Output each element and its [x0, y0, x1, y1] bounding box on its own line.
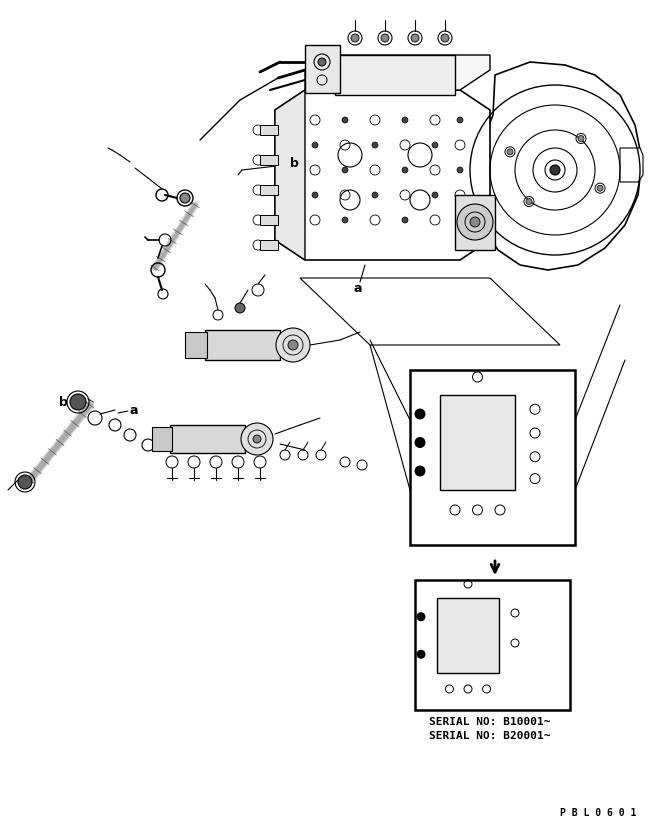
Circle shape	[253, 435, 261, 443]
Circle shape	[276, 328, 310, 362]
Circle shape	[288, 340, 298, 350]
Circle shape	[351, 34, 359, 42]
Circle shape	[402, 167, 408, 173]
Text: b: b	[290, 156, 299, 169]
Polygon shape	[620, 148, 643, 182]
Text: a: a	[354, 281, 362, 294]
Circle shape	[70, 394, 86, 410]
Circle shape	[180, 193, 190, 203]
Circle shape	[415, 437, 425, 447]
Bar	[410, 370, 575, 545]
Bar	[415, 580, 570, 710]
Circle shape	[235, 303, 245, 313]
Text: P B L 0 6 0 1: P B L 0 6 0 1	[560, 808, 636, 818]
Circle shape	[545, 160, 565, 180]
Circle shape	[342, 167, 348, 173]
Circle shape	[18, 475, 32, 489]
Circle shape	[372, 192, 378, 198]
Circle shape	[342, 217, 348, 223]
Polygon shape	[476, 62, 642, 270]
Bar	[205, 330, 280, 360]
Circle shape	[372, 142, 378, 148]
Circle shape	[417, 612, 425, 621]
Bar	[335, 55, 455, 95]
Polygon shape	[305, 55, 490, 90]
Bar	[152, 427, 172, 451]
Text: SERIAL NO: B10001~: SERIAL NO: B10001~	[429, 717, 551, 727]
Circle shape	[312, 142, 318, 148]
Bar	[437, 598, 499, 673]
Bar	[440, 395, 515, 490]
Bar	[260, 155, 278, 165]
Circle shape	[441, 34, 449, 42]
Text: b: b	[59, 395, 68, 409]
Bar	[260, 215, 278, 225]
Circle shape	[318, 58, 326, 66]
Circle shape	[381, 34, 389, 42]
Circle shape	[457, 204, 493, 240]
Circle shape	[241, 423, 273, 455]
Polygon shape	[275, 90, 490, 260]
Polygon shape	[275, 90, 305, 260]
Bar	[260, 125, 278, 135]
Bar	[260, 185, 278, 195]
Circle shape	[578, 136, 584, 141]
Bar	[455, 195, 495, 250]
Circle shape	[415, 466, 425, 476]
Circle shape	[507, 149, 513, 155]
Circle shape	[597, 185, 603, 192]
Circle shape	[312, 192, 318, 198]
Text: SERIAL NO: B20001~: SERIAL NO: B20001~	[429, 731, 551, 741]
Circle shape	[457, 117, 463, 123]
Circle shape	[526, 199, 532, 205]
Circle shape	[417, 650, 425, 658]
Circle shape	[550, 165, 560, 175]
Bar	[305, 45, 340, 93]
Circle shape	[470, 217, 480, 227]
Circle shape	[432, 142, 438, 148]
Text: a: a	[130, 404, 138, 417]
Circle shape	[411, 34, 419, 42]
Circle shape	[457, 167, 463, 173]
Bar	[260, 240, 278, 250]
Circle shape	[402, 117, 408, 123]
Bar	[185, 332, 207, 358]
Circle shape	[457, 217, 463, 223]
Circle shape	[415, 409, 425, 419]
Bar	[170, 425, 245, 453]
Circle shape	[432, 192, 438, 198]
Circle shape	[342, 117, 348, 123]
Circle shape	[402, 217, 408, 223]
